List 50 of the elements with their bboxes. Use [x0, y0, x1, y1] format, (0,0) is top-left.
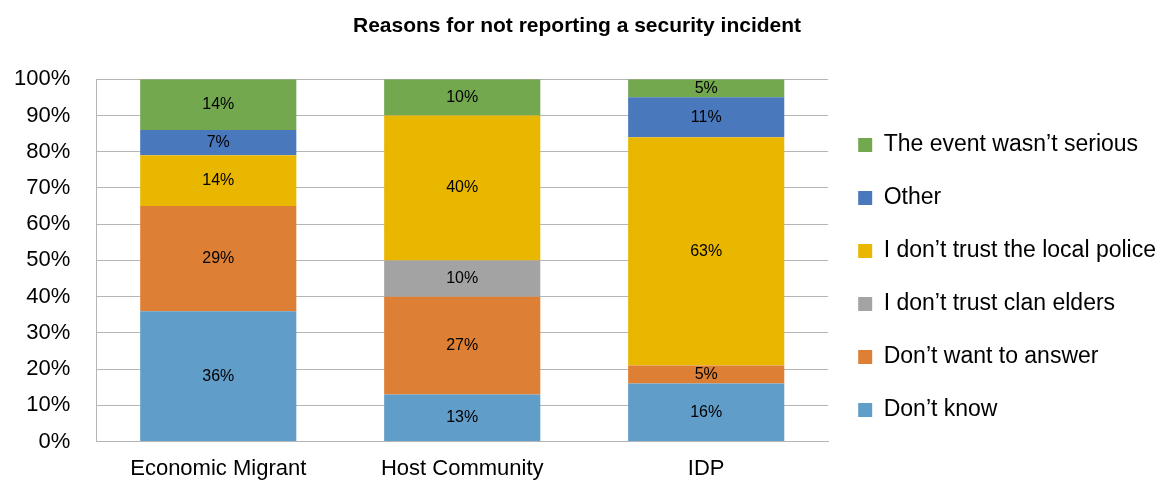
bar [140, 206, 297, 312]
y-tick-label: 100% [13, 65, 71, 91]
data-label: 13% [446, 408, 479, 426]
legend-label: I don’t trust the local police [883, 236, 1157, 263]
y-tick-label: 80% [26, 137, 71, 163]
data-label: 27% [446, 335, 479, 353]
bar [140, 311, 297, 442]
data-label: 10% [446, 87, 479, 105]
legend-label: Don’t know [883, 395, 998, 422]
y-tick-label: 50% [26, 246, 71, 272]
y-tick-label: 0% [38, 427, 71, 453]
bar [628, 383, 785, 442]
data-label: 10% [446, 268, 479, 286]
legend-label: I don’t trust clan elders [883, 289, 1116, 316]
x-tick-label: Host Community [380, 454, 544, 480]
data-label: 63% [690, 241, 723, 259]
y-tick-label: 60% [26, 210, 71, 236]
y-tick-label: 90% [26, 101, 71, 127]
y-tick-label: 10% [26, 391, 71, 417]
bar [628, 97, 785, 138]
data-label: 14% [202, 171, 235, 189]
legend-label: The event wasn’t serious [883, 130, 1139, 157]
y-tick-label: 40% [26, 282, 71, 308]
bar [140, 155, 297, 207]
bar [384, 115, 541, 261]
bar [384, 79, 541, 116]
data-label: 14% [202, 94, 235, 112]
bar [140, 79, 297, 130]
legend-label: Other [883, 183, 942, 210]
data-label: 29% [202, 248, 235, 266]
data-label: 40% [446, 178, 479, 196]
bar [628, 137, 785, 366]
y-tick-label: 70% [26, 173, 71, 199]
bar [384, 394, 541, 442]
bar [384, 296, 541, 395]
data-label: 7% [206, 133, 230, 151]
data-label: 5% [694, 78, 718, 96]
data-label: 11% [690, 107, 722, 125]
bar [140, 129, 297, 156]
chart-title: Reasons for not reporting a security incident [352, 13, 802, 37]
data-label: 16% [690, 402, 723, 420]
data-label: 5% [694, 364, 718, 382]
y-tick-label: 20% [26, 355, 71, 381]
data-label: 36% [202, 366, 235, 384]
y-tick-label: 30% [26, 318, 71, 344]
bar [628, 365, 785, 384]
legend-label: Don’t want to answer [883, 342, 1099, 369]
x-tick-label: Economic Migrant [130, 454, 307, 480]
bar [384, 260, 541, 297]
x-tick-label: IDP [687, 454, 725, 480]
